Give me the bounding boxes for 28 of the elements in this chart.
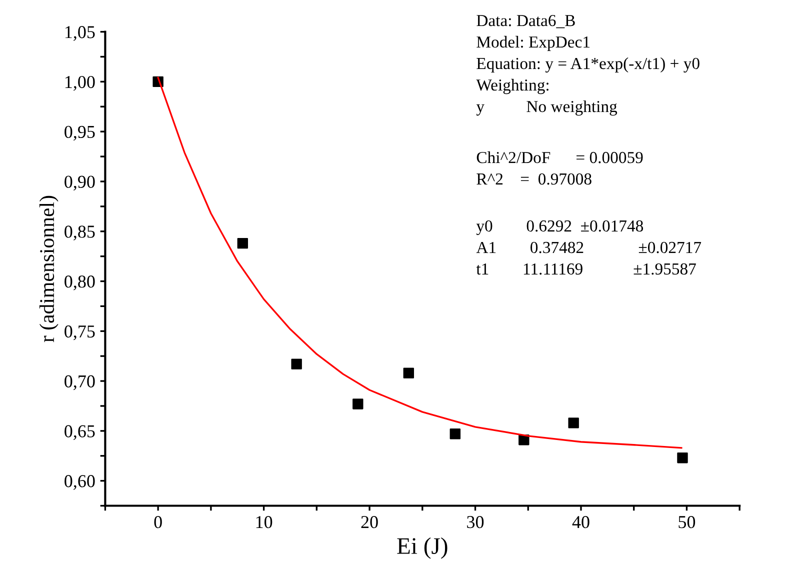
y-tick-label: 1,00: [65, 76, 95, 91]
x-tick-label: 50: [678, 516, 696, 528]
x-tick-label: 0: [154, 516, 162, 528]
x-tick-label: 40: [572, 516, 590, 528]
point: [291, 358, 302, 370]
point: [450, 428, 461, 440]
x-tick-label: 10: [256, 516, 272, 528]
y-tick-label: 0,70: [64, 375, 95, 390]
y-tick-label: 0,75: [64, 325, 95, 340]
y-tick-label: 0,90: [64, 176, 95, 190]
annotation: Data: Data6_B Model: ExpDec1 Equation: y = A1*exp(-x/t1) + y0 Weighting: y No weighting: [476, 14, 700, 116]
point: [352, 398, 364, 410]
y-tick-label: 0,85: [64, 226, 95, 240]
annotation: y0 0.6292 ±0.01748 A1 0.37482 ±0.02717 t1 11.11169 ±1.95587: [476, 220, 702, 275]
x-tick-label: 20: [361, 516, 378, 528]
y-tick-label: 0,65: [64, 425, 95, 440]
y-axis-title: r (adimensionnel): [39, 196, 58, 342]
point: [568, 418, 579, 428]
y-tick-label: 1,05: [65, 26, 95, 41]
point: [677, 452, 688, 464]
x-axis-title: Ei (J): [397, 537, 448, 559]
point: [237, 238, 248, 249]
y-tick-label: 0,95: [64, 126, 95, 141]
y-tick-label: 0,60: [64, 475, 95, 490]
y-tick-label: 0,80: [64, 276, 95, 290]
x-tick-label: 30: [467, 516, 484, 528]
annotation: Chi^2/DoF = 0.00059 R^2 = 0.97008: [476, 151, 643, 185]
point: [403, 368, 414, 378]
